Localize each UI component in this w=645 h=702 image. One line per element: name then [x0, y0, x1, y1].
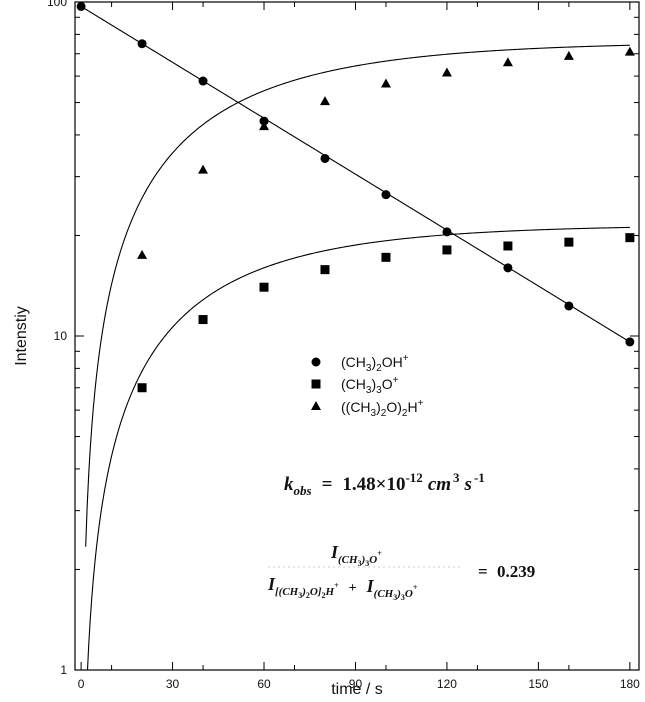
data-point-circle [625, 337, 635, 347]
y-tick-label: 100 [47, 0, 67, 9]
fit-curve-trimethyl-oxonium [86, 226, 630, 670]
data-point-square [442, 245, 452, 255]
data-point-triangle [441, 67, 452, 77]
data-point-square [259, 282, 269, 292]
ratio-annotation: I(CH3)3O+ I[(CH3)2O]2H+ + I(CH3)3O+ = 0.23… [267, 542, 535, 602]
legend-label-dimethyl-oxonium: (CH3)2OH+ [341, 353, 409, 374]
data-point-triangle [198, 164, 209, 174]
y-axis-title: Intenstiy [13, 306, 30, 366]
data-point-triangle [624, 46, 635, 56]
x-tick-label: 120 [437, 677, 457, 691]
x-tick-label: 150 [528, 677, 548, 691]
data-point-square [381, 252, 391, 262]
data-point-circle [503, 263, 513, 273]
legend: (CH3)2OH+ (CH3)3O+ ((CH3)2O)2H+ [311, 353, 424, 419]
data-point-triangle [563, 50, 574, 60]
data-point-triangle [502, 57, 513, 67]
x-tick-label: 30 [166, 677, 180, 691]
data-point-circle [564, 301, 574, 311]
fit-curve-dimethyl-oxonium [80, 5, 631, 343]
fit-curves [80, 5, 631, 670]
data-point-circle [381, 190, 391, 200]
ratio-numerator: I(CH3)3O+ [330, 542, 382, 568]
legend-marker-triangle [311, 401, 321, 410]
data-point-circle [198, 76, 208, 86]
x-axis-ticks: 0 30 60 90 120 150 180 [78, 2, 640, 691]
data-point-circle [76, 1, 86, 11]
y-tick-label: 10 [54, 329, 68, 343]
data-point-square [625, 233, 635, 243]
data-point-triangle [259, 121, 270, 131]
data-point-square [137, 383, 147, 393]
ratio-value: 0.239 [497, 562, 535, 581]
data-point-square [320, 265, 330, 275]
data-point-circle [442, 227, 452, 237]
data-point-circle [320, 153, 330, 163]
x-axis-title: time / s [331, 681, 383, 698]
legend-marker-circle [311, 357, 321, 367]
data-point-triangle [319, 96, 330, 106]
y-tick-label: 1 [60, 663, 67, 677]
x-tick-label: 60 [257, 677, 271, 691]
y-axis-ticks: 1 10 100 [47, 0, 639, 677]
kobs-annotation: kobs = 1.48×10-12 cm 3 s -1 [284, 470, 485, 498]
ratio-denominator: I[(CH3)2O]2H+ + I(CH3)3O+ [267, 574, 418, 602]
data-point-square [503, 241, 513, 251]
ratio-equals: = [478, 562, 488, 581]
legend-label-proton-bound-dimer: ((CH3)2O)2H+ [341, 398, 424, 419]
data-point-triangle [137, 249, 148, 259]
x-tick-label: 90 [349, 677, 363, 691]
data-point-circle [259, 116, 269, 126]
data-point-square [564, 237, 574, 247]
legend-label-trimethyl-oxonium: (CH3)3O+ [341, 375, 399, 396]
data-point-square [198, 315, 208, 325]
data-points [76, 1, 635, 393]
x-tick-label: 180 [620, 677, 640, 691]
data-point-triangle [380, 78, 391, 88]
x-tick-label: 0 [78, 677, 85, 691]
legend-marker-square [311, 379, 321, 389]
fit-curve-proton-bound-dimer [85, 44, 630, 547]
plot-frame [74, 1, 640, 671]
data-point-circle [137, 39, 147, 49]
